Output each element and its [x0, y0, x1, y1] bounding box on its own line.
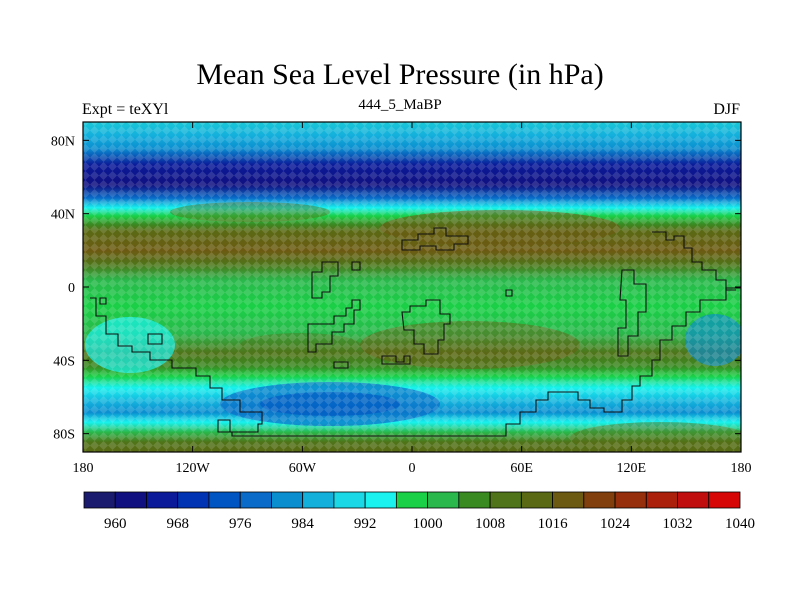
colorbar-swatch: [208, 491, 241, 509]
colorbar-swatch: [177, 491, 210, 509]
eurasia-outline: [401, 227, 469, 251]
lat-tick-label: 40N: [51, 208, 75, 223]
india-outline: [617, 269, 647, 357]
colorbar-swatch: [583, 491, 616, 509]
colorbar-label: 1040: [725, 516, 755, 532]
latitude-axis: 80N 40N 0 40S 80S: [51, 134, 741, 443]
colorbar-swatch: [271, 491, 304, 509]
chart-title: Mean Sea Level Pressure (in hPa): [196, 58, 604, 91]
lat-tick-label: 80S: [53, 428, 75, 443]
colorbar-label: 1024: [600, 516, 631, 532]
colorbar-swatch: [677, 491, 710, 509]
colorbar-label: 976: [229, 516, 252, 532]
colorbar-swatch: [239, 491, 272, 509]
colorbar-swatch: [114, 491, 147, 509]
colorbar-label: 960: [104, 516, 127, 532]
season-label: DJF: [713, 101, 740, 118]
colorbar-swatch: [302, 491, 335, 509]
lon-tick-label: 60W: [289, 461, 317, 476]
colorbar-label: 1008: [475, 516, 505, 532]
lat-tick-label: 0: [68, 281, 75, 296]
colorbar-swatch: [645, 491, 678, 509]
colorbar: [83, 491, 741, 509]
colorbar-labels: 960 968 976 984 992 1000 1008 1016 1024 1032 1040: [104, 516, 755, 532]
colorbar-label: 992: [354, 516, 377, 532]
colorbar-label: 1000: [413, 516, 443, 532]
run-label: 444_5_MaBP: [358, 97, 442, 113]
colorbar-swatch: [333, 491, 366, 509]
colorbar-label: 1032: [663, 516, 693, 532]
asia-outline: [652, 231, 736, 291]
africa-outline: [311, 261, 339, 299]
colorbar-swatch: [458, 491, 491, 509]
coastlines: [90, 227, 741, 437]
colorbar-label: 984: [291, 516, 314, 532]
lon-tick-label: 180: [73, 461, 94, 476]
island-outline-5: [351, 261, 361, 271]
colorbar-swatch: [395, 491, 429, 509]
island-outline-6: [505, 289, 513, 297]
pressure-field: [83, 122, 741, 452]
colorbar-swatch: [427, 491, 460, 509]
colorbar-swatch: [83, 491, 116, 509]
lat-tick-label: 40S: [53, 354, 75, 369]
lon-tick-label: 180: [731, 461, 752, 476]
colorbar-swatch: [552, 491, 585, 509]
longitude-axis: 180 120W 60W 0 60E 120E 180: [73, 122, 752, 476]
lon-tick-label: 0: [409, 461, 416, 476]
colorbar-swatch: [364, 491, 397, 509]
colorbar-label: 968: [166, 516, 189, 532]
island-outline-7: [99, 297, 107, 305]
island-outline: [307, 299, 361, 353]
experiment-label: Expt = teXYl: [82, 101, 169, 118]
peninsula-outline: [401, 299, 451, 355]
colorbar-label: 1016: [538, 516, 569, 532]
colorbar-swatch: [614, 491, 647, 509]
island-outline-4: [147, 333, 163, 345]
south-america-outline: [90, 287, 741, 437]
lon-tick-label: 120E: [617, 461, 647, 476]
island-outline-2: [333, 361, 349, 369]
lat-tick-label: 80N: [51, 134, 75, 149]
island-outline-3: [381, 355, 411, 365]
colorbar-swatch: [708, 491, 741, 509]
colorbar-swatch: [489, 491, 522, 509]
colorbar-swatch: [520, 491, 553, 509]
lon-tick-label: 120W: [176, 461, 211, 476]
lon-tick-label: 60E: [510, 461, 533, 476]
colorbar-swatch: [146, 491, 179, 509]
